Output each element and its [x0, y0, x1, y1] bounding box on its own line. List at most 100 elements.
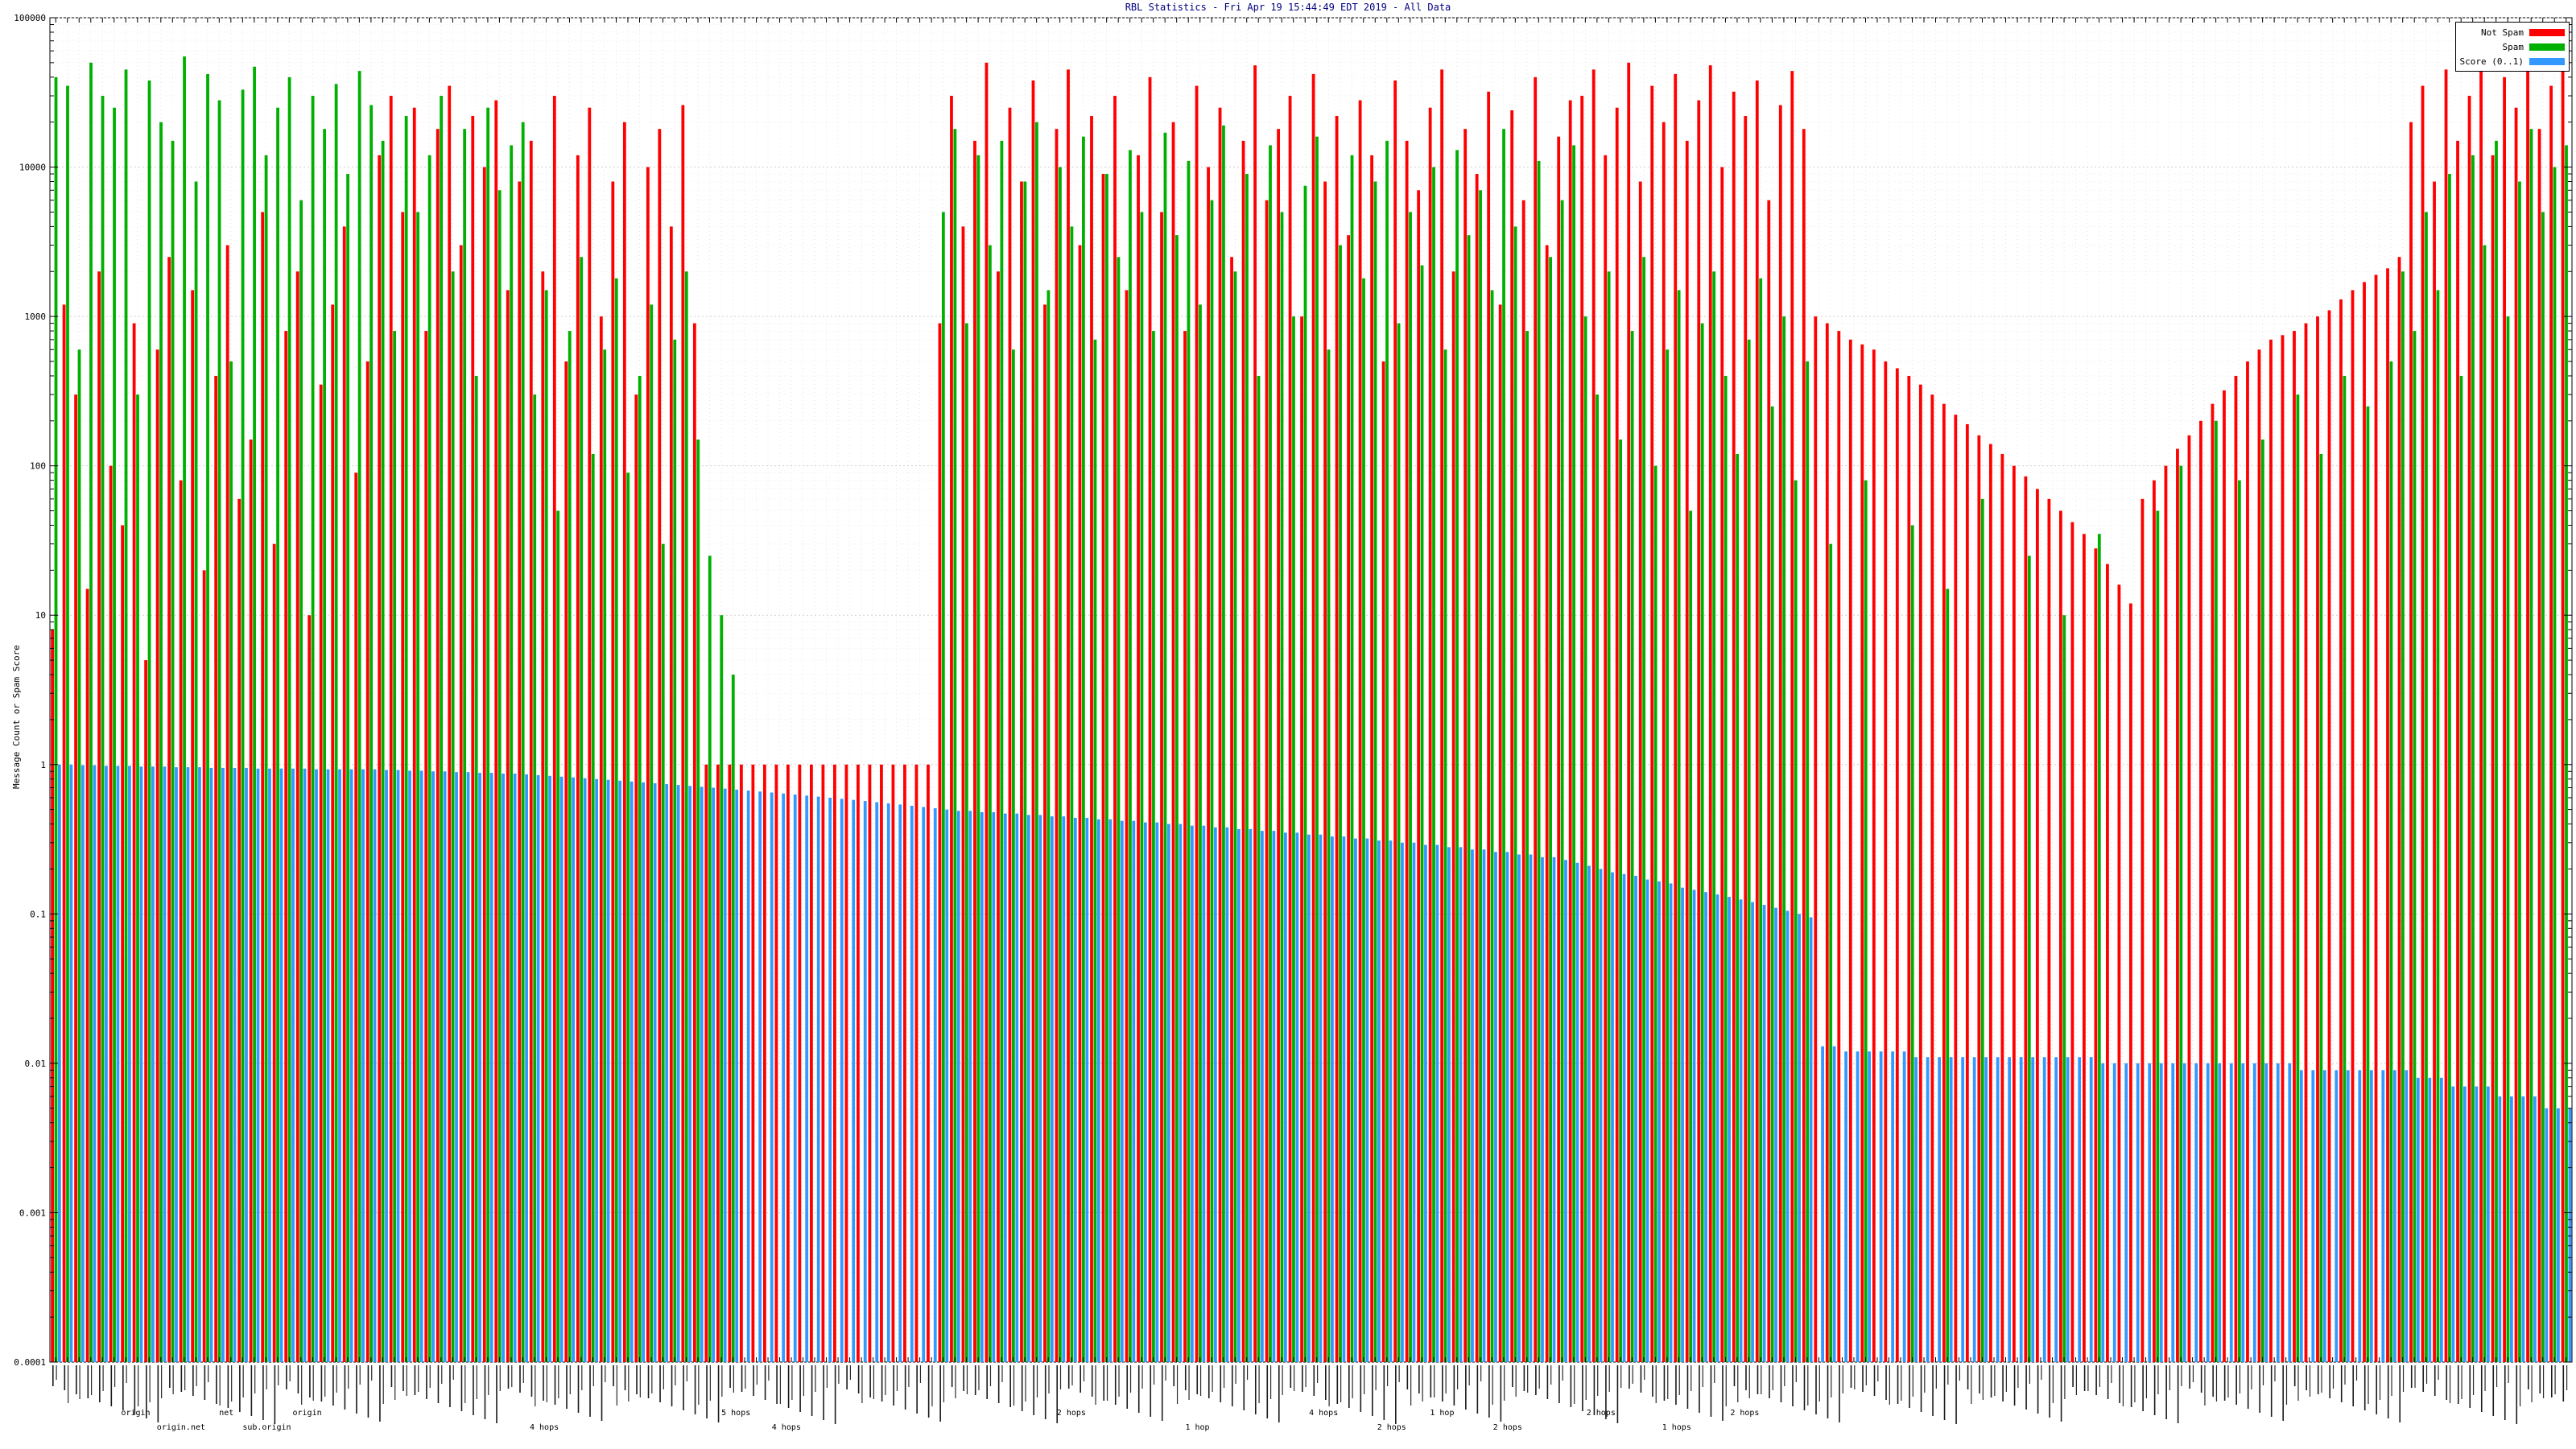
bar-score-0-1- — [1996, 1057, 2000, 1362]
x-tick-label-smudge — [1897, 1365, 1899, 1404]
x-tick-label-smudge — [1137, 1365, 1140, 1413]
x-tick-label-smudge — [1854, 1365, 1856, 1389]
bar-not-spam — [2164, 465, 2168, 1362]
x-tick-label-smudge — [1959, 1365, 1960, 1381]
bar-spam — [1350, 155, 1354, 1362]
bar-spam — [1467, 235, 1471, 1362]
x-sublabel: 1 hop — [1430, 1409, 1454, 1418]
x-tick-label-smudge — [1488, 1365, 1490, 1418]
x-tick-label-smudge — [172, 1365, 174, 1394]
bar-spam — [346, 174, 350, 1362]
bar-score-0-1- — [2381, 1070, 2385, 1362]
bar-not-spam — [1428, 107, 1432, 1362]
bar-spam — [603, 349, 607, 1362]
x-tick-label-smudge — [1048, 1365, 1050, 1393]
bar-not-spam — [1650, 85, 1654, 1362]
bar-not-spam — [1580, 96, 1584, 1362]
x-tick-label-smudge — [1372, 1365, 1373, 1416]
bar-not-spam — [868, 764, 872, 1362]
x-tick-label-smudge — [1655, 1365, 1657, 1403]
x-tick-label-smudge — [2111, 1365, 2112, 1383]
bar-not-spam — [2211, 403, 2215, 1363]
bar-spam — [1245, 174, 1249, 1362]
x-tick-label-smudge — [1173, 1365, 1175, 1386]
bar-spam — [393, 331, 397, 1363]
x-tick-label-smudge — [2527, 1365, 2529, 1389]
bar-not-spam — [2327, 310, 2331, 1363]
x-sublabel: net — [219, 1409, 233, 1418]
bar-not-spam — [646, 167, 650, 1363]
x-tick-label-smudge — [799, 1365, 801, 1412]
x-tick-label-smudge — [1044, 1365, 1046, 1419]
bar-score-0-1- — [2334, 1070, 2339, 1362]
x-sublabel: 1 hop — [1185, 1423, 1209, 1432]
bar-spam — [287, 76, 291, 1363]
bar-spam — [1385, 140, 1389, 1362]
x-tick-label-smudge — [1476, 1365, 1479, 1414]
bar-score-0-1- — [245, 767, 248, 1362]
bar-spam — [1023, 181, 1027, 1363]
bar-score-0-1- — [1015, 813, 1019, 1362]
x-tick-label-smudge — [231, 1365, 233, 1402]
bar-score-0-1- — [1401, 842, 1404, 1362]
x-tick-label-smudge — [196, 1365, 197, 1386]
bar-score-0-1- — [2475, 1086, 2479, 1362]
x-tick-label-smudge — [1387, 1365, 1389, 1386]
bar-score-0-1- — [1424, 844, 1427, 1362]
x-tick-label-smudge — [846, 1365, 848, 1389]
x-tick-label-smudge — [709, 1365, 711, 1401]
bar-not-spam — [798, 764, 802, 1362]
x-tick-label-smudge — [1067, 1365, 1070, 1389]
bar-spam — [1619, 439, 1623, 1362]
bar-spam — [183, 56, 186, 1363]
x-tick-label-smudge — [2169, 1365, 2171, 1390]
bar-spam — [1269, 145, 1272, 1363]
bar-not-spam — [1393, 80, 1397, 1362]
bar-not-spam — [225, 245, 229, 1362]
x-tick-label-smudge — [2157, 1365, 2159, 1394]
x-tick-label-smudge — [146, 1365, 147, 1418]
x-tick-label-smudge — [826, 1365, 828, 1388]
bar-not-spam — [880, 764, 883, 1362]
bar-score-0-1- — [852, 799, 856, 1362]
bar-not-spam — [938, 323, 942, 1362]
x-tick-label-smudge — [978, 1365, 980, 1390]
x-tick-label-smudge — [943, 1365, 945, 1402]
x-tick-label-smudge — [2321, 1365, 2322, 1393]
x-tick-label-smudge — [278, 1365, 279, 1385]
bar-score-0-1- — [922, 807, 926, 1362]
bar-spam — [988, 245, 992, 1362]
x-tick-label-smudge — [1418, 1365, 1420, 1393]
x-tick-label-smudge — [569, 1365, 571, 1394]
bar-score-0-1- — [793, 795, 797, 1362]
bar-not-spam — [51, 630, 54, 1362]
x-tick-label-smudge — [717, 1365, 720, 1422]
x-tick-label-smudge — [974, 1365, 976, 1395]
bar-not-spam — [2176, 448, 2179, 1362]
bar-score-0-1- — [2264, 1063, 2268, 1362]
x-tick-label-smudge — [99, 1365, 101, 1402]
bar-score-0-1- — [712, 787, 716, 1362]
x-tick-label-smudge — [1129, 1365, 1132, 1393]
bar-spam — [953, 129, 957, 1362]
bar-not-spam — [482, 167, 486, 1363]
x-tick-label-smudge — [1313, 1365, 1315, 1396]
bar-score-0-1- — [1190, 825, 1194, 1362]
bar-score-0-1- — [279, 768, 283, 1362]
x-tick-label-smudge — [496, 1365, 497, 1423]
bar-score-0-1- — [1832, 1046, 1836, 1362]
bar-score-0-1- — [502, 774, 505, 1362]
x-tick-label-smudge — [1616, 1365, 1619, 1423]
x-tick-label-smudge — [449, 1365, 451, 1407]
bar-score-0-1- — [910, 805, 914, 1362]
bar-not-spam — [354, 473, 358, 1362]
bar-score-0-1- — [303, 768, 307, 1362]
x-tick-label-smudge — [2247, 1365, 2249, 1409]
bar-not-spam — [272, 543, 276, 1362]
bar-not-spam — [167, 257, 171, 1362]
bar-score-0-1- — [606, 779, 610, 1362]
bar-score-0-1- — [1751, 902, 1754, 1362]
bar-score-0-1- — [1319, 834, 1323, 1362]
bar-not-spam — [1475, 174, 1479, 1362]
bar-score-0-1- — [536, 774, 540, 1362]
